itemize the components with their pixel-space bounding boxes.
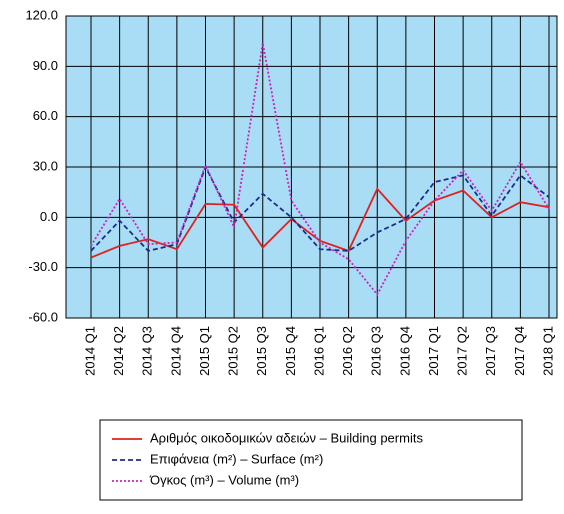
legend-label: Επιφάνεια (m²) – Surface (m²) — [150, 451, 323, 466]
x-tick-label: 2016 Q2 — [340, 326, 355, 376]
x-tick-label: 2016 Q4 — [397, 326, 412, 376]
x-tick-label: 2014 Q1 — [82, 326, 97, 376]
x-tick-label: 2014 Q3 — [140, 326, 155, 376]
x-tick-label: 2015 Q1 — [197, 326, 212, 376]
x-tick-label: 2014 Q2 — [111, 326, 126, 376]
x-tick-label: 2017 Q3 — [483, 326, 498, 376]
x-tick-label: 2016 Q1 — [311, 326, 326, 376]
legend-box — [99, 419, 523, 501]
x-tick-label: 2015 Q3 — [254, 326, 269, 376]
y-tick-label: 60.0 — [33, 108, 58, 123]
x-tick-label: 2015 Q2 — [226, 326, 241, 376]
y-tick-label: 0.0 — [40, 209, 58, 224]
x-tick-label: 2017 Q1 — [426, 326, 441, 376]
x-tick-label: 2015 Q4 — [283, 326, 298, 376]
y-tick-label: -60.0 — [28, 309, 58, 324]
x-tick-label: 2017 Q2 — [455, 326, 470, 376]
y-tick-label: 90.0 — [33, 58, 58, 73]
y-tick-label: 120.0 — [25, 7, 58, 22]
series-line — [90, 42, 550, 297]
x-tick-label: 2016 Q3 — [369, 326, 384, 376]
x-tick-label: 2014 Q4 — [168, 326, 183, 376]
x-tick-label: 2018 Q1 — [540, 326, 555, 376]
series-line — [90, 187, 550, 259]
legend-label: Όγκος (m³) – Volume (m³) — [149, 472, 299, 487]
x-tick-label: 2017 Q4 — [512, 326, 527, 376]
y-tick-label: 30.0 — [33, 158, 58, 173]
y-tick-label: -30.0 — [28, 259, 58, 274]
plot-border — [65, 15, 558, 319]
legend-label: Αριθμός οικοδομικών αδειών – Building pe… — [150, 430, 423, 445]
series-line — [90, 164, 550, 252]
